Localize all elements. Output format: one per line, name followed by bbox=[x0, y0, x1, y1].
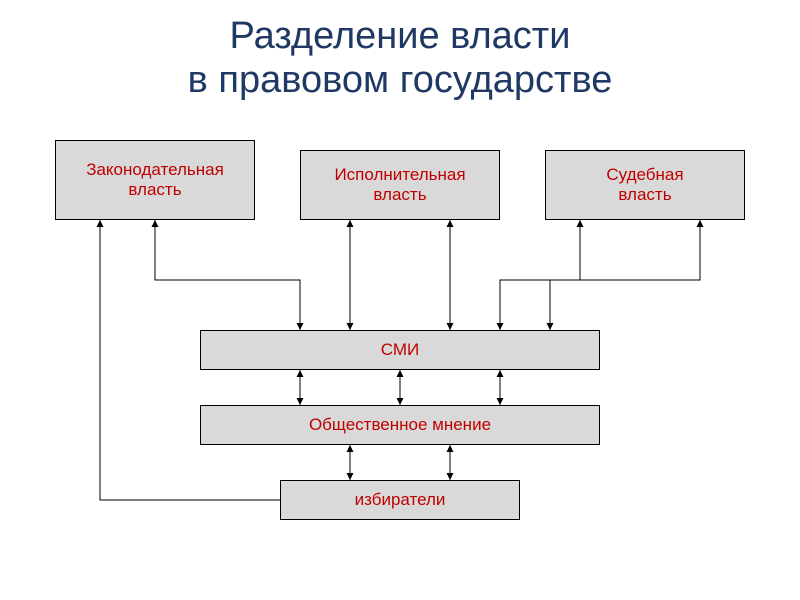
edges-layer bbox=[0, 0, 800, 600]
